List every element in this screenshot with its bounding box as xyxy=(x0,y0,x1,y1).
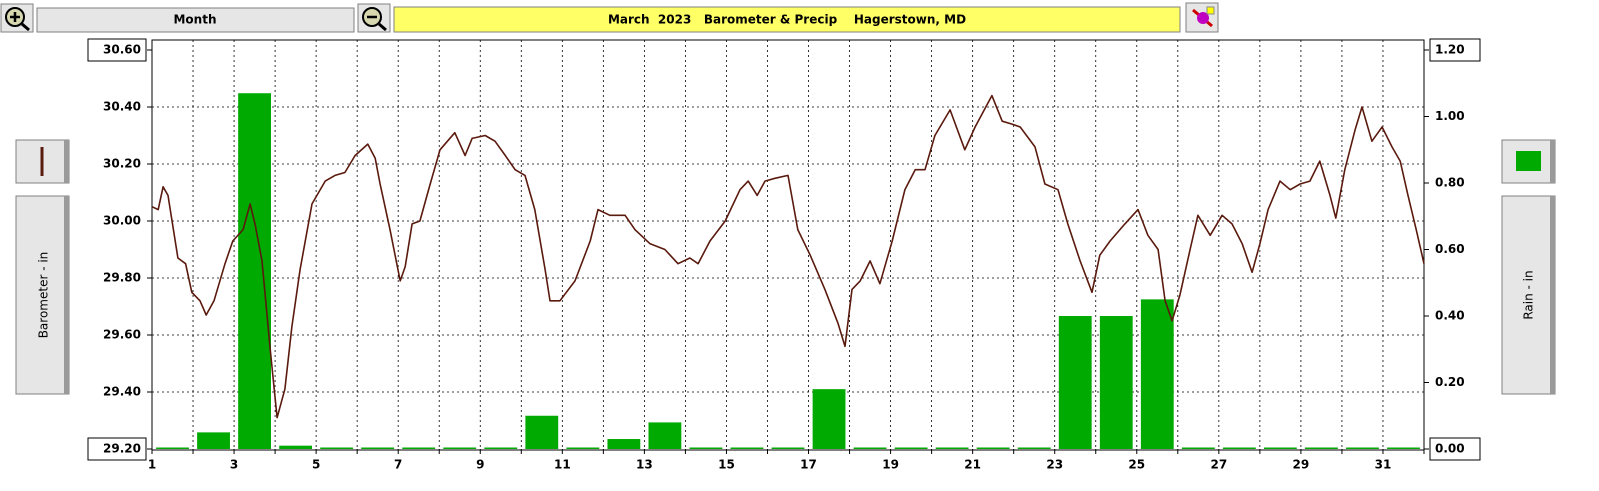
y-tick-label: 30.60 xyxy=(103,43,141,57)
rain-bar xyxy=(894,447,928,449)
x-tick-label: 1 xyxy=(148,458,156,472)
rain-bar xyxy=(812,389,846,449)
y-tick-label: 30.40 xyxy=(103,100,141,114)
x-tick-label: 15 xyxy=(718,458,735,472)
rain-bar xyxy=(1181,447,1215,449)
y-tick-label: 29.80 xyxy=(103,271,141,285)
period-button[interactable]: Month xyxy=(36,7,355,33)
y-tick-box xyxy=(87,38,147,62)
rain-bar xyxy=(1263,447,1297,449)
x-tick-label: 13 xyxy=(636,458,653,472)
zoom-out-button[interactable] xyxy=(357,3,391,33)
period-label: Month xyxy=(173,13,216,27)
rain-bar xyxy=(443,447,477,449)
rain-bar xyxy=(238,93,271,449)
x-tick-label: 27 xyxy=(1210,458,1227,472)
y2-tick-label: 0.80 xyxy=(1435,176,1465,190)
rain-bar xyxy=(320,447,354,449)
x-tick-label: 31 xyxy=(1375,458,1392,472)
y2-tick-label: 0.60 xyxy=(1435,242,1465,256)
rain-bar xyxy=(1387,447,1420,449)
rain-bar xyxy=(1058,316,1092,449)
y2-tick-label: 0.40 xyxy=(1435,309,1465,323)
y2-tick-label: 1.00 xyxy=(1435,109,1465,123)
y-tick-label: 29.60 xyxy=(103,328,141,342)
barometer-legend-button[interactable] xyxy=(15,139,70,184)
x-tick-label: 5 xyxy=(312,458,320,472)
x-tick-label: 25 xyxy=(1128,458,1145,472)
rain-bar xyxy=(607,439,641,449)
rain-bar xyxy=(361,447,395,449)
rain-bar xyxy=(1017,447,1051,449)
rain-bar xyxy=(976,447,1010,449)
y2-tick-label: 0.00 xyxy=(1435,442,1465,456)
rain-bar xyxy=(402,447,436,449)
rain-bar xyxy=(689,447,723,449)
rain-bar xyxy=(648,422,682,449)
rain-bar xyxy=(279,445,313,449)
y2-tick-box xyxy=(1429,437,1481,461)
rain-bar xyxy=(566,447,600,449)
rain-bar xyxy=(1222,447,1256,449)
rain-bar xyxy=(1346,447,1379,449)
rain-bar xyxy=(730,447,764,449)
chart-title: March 2023 Barometer & Precip Hagerstown… xyxy=(608,13,966,27)
options-button[interactable] xyxy=(1185,2,1219,33)
plot-frame xyxy=(151,39,1425,451)
y2-tick-label: 0.20 xyxy=(1435,375,1465,389)
y2-tick-box xyxy=(1429,38,1481,62)
x-tick-label: 19 xyxy=(882,458,899,472)
rain-bar xyxy=(1140,299,1174,449)
x-tick-label: 11 xyxy=(554,458,571,472)
rain-bar xyxy=(1305,447,1338,449)
x-tick-label: 7 xyxy=(394,458,402,472)
x-tick-label: 29 xyxy=(1293,458,1310,472)
x-tick-label: 3 xyxy=(230,458,238,472)
rain-bar xyxy=(197,432,230,449)
y-axis-label: Barometer - in xyxy=(37,252,51,339)
x-tick-label: 21 xyxy=(964,458,981,472)
y-tick-label: 30.00 xyxy=(103,214,141,228)
barometer-axis-button[interactable]: Barometer - in xyxy=(15,195,70,395)
rain-bar xyxy=(156,447,189,449)
rain-bar xyxy=(935,447,969,449)
x-tick-label: 17 xyxy=(800,458,817,472)
x-tick-label: 9 xyxy=(476,458,484,472)
zoom-in-button[interactable] xyxy=(0,3,34,33)
rain-bar xyxy=(1099,316,1133,449)
y-tick-label: 30.20 xyxy=(103,157,141,171)
rain-bar xyxy=(525,415,559,449)
rain-legend-button[interactable] xyxy=(1501,139,1556,184)
barometer-line xyxy=(151,94,1425,419)
rain-bar xyxy=(853,447,887,449)
x-tick-label: 23 xyxy=(1046,458,1063,472)
rain-bar xyxy=(771,447,805,449)
rain-bar xyxy=(484,447,518,449)
legend-swatch xyxy=(1516,151,1541,171)
y-tick-label: 29.20 xyxy=(103,442,141,456)
rain-axis-button[interactable]: Rain - in xyxy=(1501,195,1556,395)
y-tick-label: 29.40 xyxy=(103,385,141,399)
y2-tick-label: 1.20 xyxy=(1435,43,1465,57)
y-tick-box xyxy=(87,437,147,461)
title-box xyxy=(393,6,1181,33)
y2-axis-label: Rain - in xyxy=(1522,270,1536,319)
